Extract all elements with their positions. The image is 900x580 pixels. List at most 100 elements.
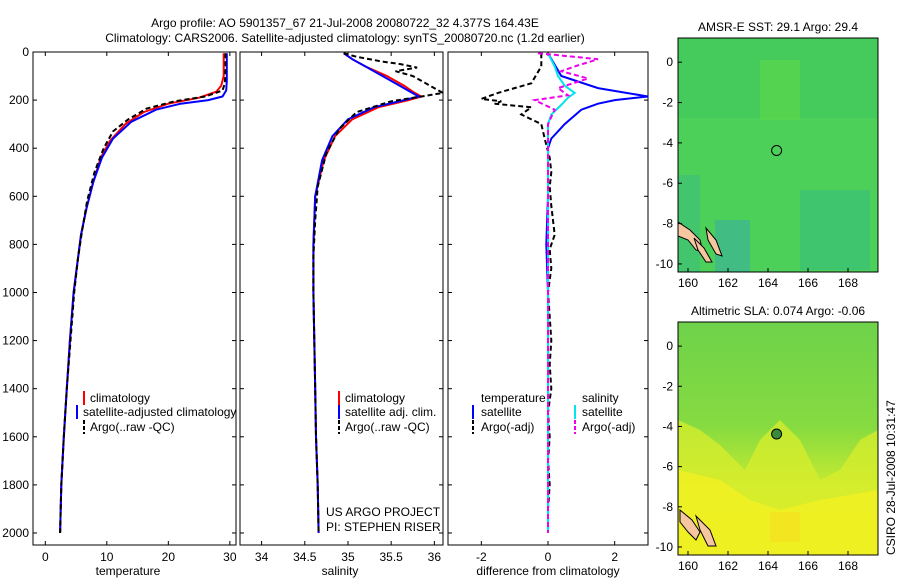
salinity-axes-box bbox=[239, 51, 444, 546]
legend-header-temperature: temperature bbox=[481, 391, 546, 405]
legend-label-temp-satellite: satellite bbox=[481, 405, 522, 419]
salinity-lines bbox=[312, 52, 446, 534]
difference-legend: temperature satellite Argo(-adj) salinit… bbox=[472, 391, 635, 434]
y-tick-label: -4 bbox=[662, 419, 673, 433]
sla-axes-box bbox=[677, 321, 879, 556]
y-tick-label: 0 bbox=[22, 45, 29, 59]
x-tick-label: 0 bbox=[42, 550, 49, 564]
legend-label-argo: Argo(..raw -QC) bbox=[90, 420, 175, 434]
y-tick-label: -6 bbox=[662, 460, 673, 474]
series-line bbox=[59, 53, 225, 534]
project-label: US ARGO PROJECT bbox=[326, 505, 441, 519]
y-tick-label: 2000 bbox=[2, 526, 29, 540]
sst-map-panel: AMSR-E SST: 29.1 Argo: 29.4 160 162 164 166… bbox=[656, 20, 879, 290]
x-tick-label: 34.5 bbox=[293, 550, 317, 564]
sst-x-ticks: 160 162 164 166 168 bbox=[678, 268, 858, 290]
x-tick-label: 2 bbox=[611, 550, 618, 564]
sla-map-field bbox=[678, 322, 878, 555]
legend-label-sal-argo: Argo(-adj) bbox=[582, 420, 635, 434]
y-tick-label: -10 bbox=[656, 257, 674, 271]
x-tick-label: 168 bbox=[838, 276, 858, 290]
figure-title-line1: Argo profile: AO 5901357_67 21-Jul-2008 … bbox=[151, 16, 539, 30]
difference-xlabel: difference from climatology bbox=[476, 564, 619, 578]
x-tick-label: 35 bbox=[341, 550, 355, 564]
difference-lines bbox=[480, 52, 649, 533]
sst-map-title: AMSR-E SST: 29.1 Argo: 29.4 bbox=[698, 20, 858, 34]
y-tick-label: -2 bbox=[662, 379, 673, 393]
x-tick-label: -2 bbox=[476, 550, 487, 564]
legend-label-climatology: climatology bbox=[90, 391, 150, 405]
sla-map-title: Altimetric SLA: 0.074 Argo: -0.06 bbox=[691, 304, 865, 318]
x-tick-label: 30 bbox=[223, 550, 237, 564]
x-tick-label: 36 bbox=[428, 550, 442, 564]
y-tick-label: 1800 bbox=[2, 478, 29, 492]
temperature-y-ticks: 0 200 400 600 800 1000 1200 1400 1600 1800 2000 bbox=[2, 45, 236, 540]
x-tick-label: 168 bbox=[838, 559, 858, 573]
x-tick-label: 35.5 bbox=[379, 550, 403, 564]
y-tick-label: 1200 bbox=[2, 334, 29, 348]
x-tick-label: 34 bbox=[255, 550, 269, 564]
difference-y-ticks bbox=[448, 51, 648, 534]
temperature-axes-box bbox=[32, 51, 237, 546]
y-tick-label: 800 bbox=[9, 237, 29, 251]
legend-label-temp-argo: Argo(-adj) bbox=[481, 420, 534, 434]
series-line bbox=[480, 53, 556, 533]
x-tick-label: 164 bbox=[758, 276, 778, 290]
sst-y-ticks: 0 -2 -4 -6 -8 -10 bbox=[656, 55, 682, 271]
argo-position-marker bbox=[771, 145, 783, 157]
y-tick-label: -10 bbox=[656, 540, 674, 554]
island-shape bbox=[694, 514, 717, 547]
y-tick-label: -8 bbox=[662, 500, 673, 514]
temperature-x-ticks: 0 10 20 30 bbox=[42, 52, 237, 564]
series-line bbox=[59, 53, 227, 534]
salinity-xlabel: salinity bbox=[322, 564, 359, 578]
y-tick-label: 0 bbox=[666, 339, 673, 353]
sst-map-field bbox=[678, 38, 878, 272]
y-tick-label: 1000 bbox=[2, 285, 29, 299]
sst-axes-box bbox=[677, 37, 879, 273]
salinity-y-ticks bbox=[240, 51, 443, 534]
island-shape bbox=[693, 237, 713, 263]
temperature-lines bbox=[59, 53, 228, 534]
x-tick-label: 20 bbox=[162, 550, 176, 564]
salinity-profile-panel: 34 34.5 35 35.5 36 salinity climatology sate… bbox=[239, 51, 446, 578]
argo-position-marker bbox=[771, 428, 783, 440]
salinity-legend: climatology satellite adj. clim. Argo(..… bbox=[338, 391, 436, 434]
series-line bbox=[312, 52, 422, 534]
y-tick-label: 400 bbox=[9, 141, 29, 155]
series-line bbox=[547, 52, 577, 533]
temperature-legend: climatology satellite-adjusted climatolo… bbox=[76, 391, 236, 434]
sla-map-panel: Altimetric SLA: 0.074 Argo: -0.06 160 162… bbox=[656, 304, 879, 573]
island-shape bbox=[705, 226, 723, 257]
series-line bbox=[531, 52, 599, 533]
legend-label-satellite: satellite adj. clim. bbox=[345, 405, 436, 419]
temperature-profile-panel: 0 10 20 30 0 200 400 600 800 1000 1200 1400 1600 180… bbox=[2, 45, 237, 578]
x-tick-label: 160 bbox=[678, 559, 698, 573]
sla-x-ticks: 160 162 164 166 168 bbox=[678, 551, 858, 573]
x-tick-label: 160 bbox=[678, 276, 698, 290]
figure-title-line2: Climatology: CARS2006. Satellite-adjuste… bbox=[105, 31, 585, 45]
temperature-xlabel: temperature bbox=[96, 564, 161, 578]
salinity-x-ticks: 34 34.5 35 35.5 36 bbox=[255, 52, 441, 564]
y-tick-label: -4 bbox=[662, 136, 673, 150]
x-tick-label: 162 bbox=[718, 559, 738, 573]
x-tick-label: 10 bbox=[100, 550, 114, 564]
y-tick-label: 1400 bbox=[2, 382, 29, 396]
y-tick-label: 600 bbox=[9, 189, 29, 203]
series-line bbox=[312, 52, 425, 534]
y-tick-label: -6 bbox=[662, 176, 673, 190]
legend-label-satellite: satellite-adjusted climatology bbox=[83, 405, 236, 419]
series-line bbox=[59, 53, 228, 534]
island-shape bbox=[679, 508, 701, 541]
series-line bbox=[545, 52, 649, 533]
x-tick-label: 166 bbox=[798, 559, 818, 573]
series-line bbox=[312, 52, 446, 534]
legend-label-sal-satellite: satellite bbox=[582, 405, 623, 419]
y-tick-label: -8 bbox=[662, 217, 673, 231]
legend-header-salinity: salinity bbox=[582, 391, 619, 405]
x-tick-label: 0 bbox=[545, 550, 552, 564]
legend-label-climatology: climatology bbox=[345, 391, 405, 405]
sla-y-ticks: 0 -2 -4 -6 -8 -10 bbox=[656, 339, 682, 554]
legend-label-argo: Argo(..raw -QC) bbox=[345, 420, 430, 434]
